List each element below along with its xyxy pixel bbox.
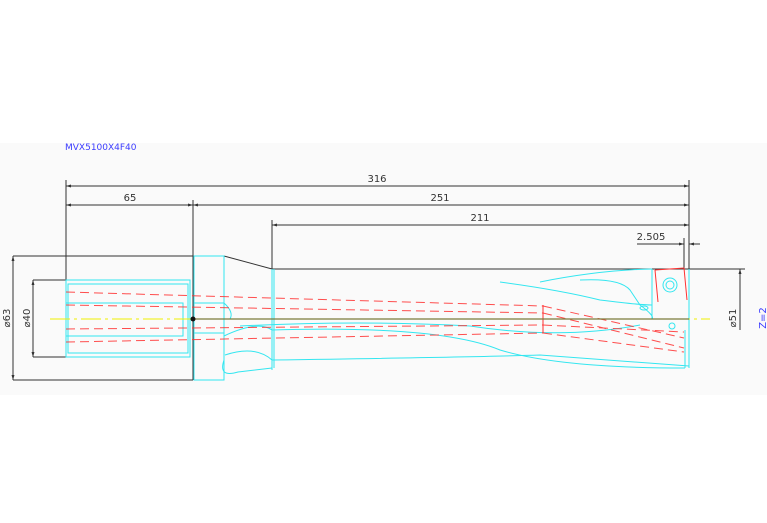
dimension-lines [11,184,742,380]
dim-65: 65 [124,193,137,204]
dim-251: 251 [430,193,449,204]
dim-d51: ⌀51 [728,309,739,328]
dim-316: 316 [367,174,386,185]
coolant-channels [65,291,685,353]
dim-2505: 2.505 [637,232,666,243]
dim-211: 211 [470,213,489,224]
drawing-title: MVX5100X4F40 [65,143,137,153]
dim-d63: ⌀63 [2,309,13,328]
gauge-point [190,316,196,322]
flute-count: Z=2 [758,307,767,329]
dim-d40: ⌀40 [22,309,33,328]
tool-outline [13,255,689,381]
